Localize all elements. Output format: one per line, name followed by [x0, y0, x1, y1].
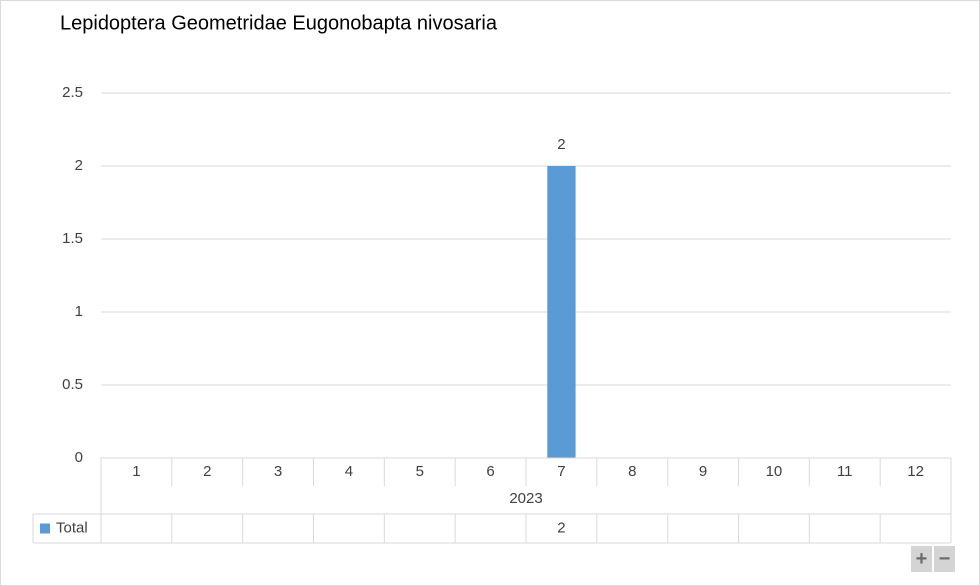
y-tick-label: 2 [75, 157, 83, 174]
bar [547, 166, 576, 458]
x-tick-label: 2 [203, 463, 211, 480]
chart-title: Lepidoptera Geometridae Eugonobapta nivo… [60, 12, 498, 34]
data-label: 2 [557, 136, 565, 153]
x-tick-label: 12 [907, 463, 924, 480]
x-tick-label: 6 [486, 463, 494, 480]
x-tick-label: 7 [557, 463, 565, 480]
legend-key [40, 523, 50, 534]
x-tick-label: 3 [274, 463, 282, 480]
legend-label: Total [56, 519, 88, 536]
x-tick-label: 9 [699, 463, 707, 480]
y-tick-label: 0 [75, 449, 83, 466]
y-tick-label: 1 [75, 303, 83, 320]
x-tick-label: 5 [416, 463, 424, 480]
y-tick-label: 2.5 [62, 84, 83, 101]
zoom-in-button[interactable]: + [911, 546, 932, 572]
x-tick-label: 10 [766, 463, 783, 480]
category-group-label: 2023 [509, 490, 542, 507]
y-tick-label: 1.5 [62, 230, 83, 247]
zoom-out-button[interactable]: − [934, 546, 955, 572]
x-tick-label: 1 [132, 463, 140, 480]
x-tick-label: 8 [628, 463, 636, 480]
x-tick-label: 4 [345, 463, 353, 480]
table-value: 2 [557, 519, 565, 536]
y-tick-label: 0.5 [62, 376, 83, 393]
x-tick-label: 11 [837, 463, 853, 480]
